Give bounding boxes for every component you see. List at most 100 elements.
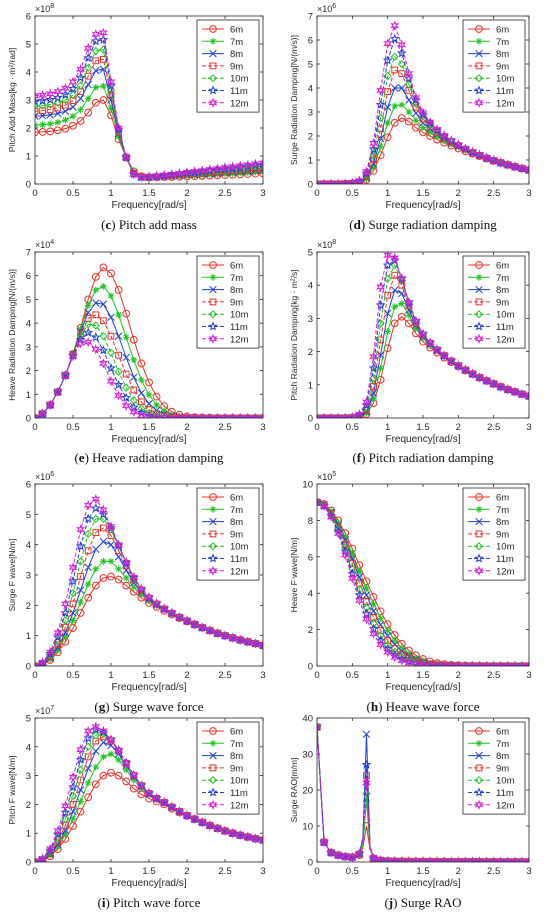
data-point-12m: [114, 745, 124, 756]
data-point-8m: [341, 414, 350, 418]
axes-frame: [316, 483, 530, 667]
legend-marker: [475, 505, 483, 513]
data-point-12m: [144, 787, 154, 799]
data-point-6m: [99, 96, 108, 104]
legend-label: 6m: [230, 261, 243, 272]
legend-label: 12m: [230, 98, 249, 109]
data-point-11m: [382, 643, 393, 653]
data-point-7m: [370, 163, 377, 171]
legend-label: 7m: [496, 505, 509, 516]
panel-i: 0 0.5 1 1.5 2 2.5 3 0 1 2 3 4 5 ×107 Pitch F wave[N/m]…: [7, 705, 266, 910]
legend-label: 11m: [496, 322, 514, 333]
y-tick-label: 4: [308, 589, 313, 600]
data-point-12m: [197, 622, 207, 633]
legend-marker: [209, 273, 217, 281]
data-point-12m: [496, 381, 506, 392]
data-point-11m: [389, 33, 400, 43]
data-point-8m: [320, 180, 328, 184]
data-point-10m: [91, 321, 100, 330]
data-point-12m: [152, 170, 161, 182]
data-point-12m: [60, 83, 70, 94]
data-point-7m: [69, 112, 77, 120]
legend-label: 10m: [496, 310, 515, 321]
data-point-8m: [334, 414, 342, 418]
data-point-12m: [220, 412, 230, 418]
data-point-10m: [122, 383, 131, 392]
data-point-8m: [419, 119, 427, 127]
data-point-12m: [390, 652, 400, 663]
legend-label: 7m: [230, 273, 243, 284]
data-point-12m: [369, 853, 379, 862]
x-tick-label: 2.5: [487, 670, 500, 681]
legend-marker: [209, 493, 217, 501]
data-point-8m: [35, 858, 39, 862]
data-point-7m: [54, 119, 62, 126]
legend-label: 7m: [230, 505, 243, 516]
legend-marker: [209, 739, 217, 747]
data-point-6m: [114, 575, 123, 584]
data-point-12m: [197, 165, 207, 176]
legend-marker: [475, 493, 483, 501]
data-point-12m: [106, 375, 116, 387]
legend-marker: [208, 333, 218, 344]
data-point-10m: [99, 45, 108, 54]
x-tick-label: 1.5: [142, 188, 155, 199]
data-point-8m: [475, 662, 484, 666]
y-tick-label: 6: [26, 480, 31, 491]
data-point-12m: [390, 20, 400, 31]
data-point-12m: [510, 386, 520, 397]
data-point-11m: [382, 260, 393, 270]
x-axis-label: Frequency[rad/s]: [111, 434, 186, 445]
series-12m: [317, 20, 529, 184]
data-point-8m: [504, 662, 512, 666]
data-point-12m: [369, 138, 379, 149]
data-point-8m: [198, 414, 206, 418]
data-point-7m: [384, 328, 392, 336]
legend-label: 11m: [230, 554, 248, 565]
y-tick-label: 5: [26, 714, 31, 725]
legend-marker: [474, 310, 484, 319]
data-point-12m: [205, 412, 215, 418]
y-tick-label: 3: [308, 314, 313, 325]
data-point-12m: [167, 412, 177, 418]
data-point-6m: [53, 126, 62, 135]
x-tick-label: 1: [108, 670, 113, 681]
data-point-9m: [107, 332, 115, 340]
legend-label: 11m: [496, 554, 514, 565]
data-point-7m: [77, 598, 84, 606]
data-point-8m: [84, 308, 92, 317]
data-point-7m: [370, 600, 377, 608]
y-tick-label: 1: [308, 380, 313, 391]
data-point-9m: [84, 547, 92, 555]
data-point-12m: [503, 384, 513, 395]
panel-h: 0 0.5 1 1.5 2 2.5 3 0 2 4 6 8 10 ×105 Heave F wave[N/m…: [289, 471, 532, 714]
data-point-12m: [175, 412, 184, 418]
legend-label: 6m: [496, 493, 509, 504]
data-point-10m: [144, 409, 154, 418]
legend-label: 9m: [496, 529, 509, 540]
data-point-12m: [152, 412, 162, 418]
data-point-6m: [107, 269, 115, 278]
legend-box: [462, 487, 526, 581]
x-tick-label: 2.5: [487, 866, 500, 877]
axes-frame: [34, 251, 264, 419]
data-point-8m: [122, 353, 130, 362]
x-axis-label: Frequency[rad/s]: [111, 878, 186, 889]
data-point-12m: [460, 143, 470, 154]
data-point-12m: [383, 38, 393, 49]
data-point-7m: [426, 129, 434, 136]
series-line-12m: [317, 24, 529, 184]
data-point-10m: [99, 332, 108, 341]
data-point-12m: [53, 825, 63, 836]
y-tick-label: 3: [26, 96, 31, 107]
legend-label: 8m: [496, 49, 509, 60]
data-point-8m: [99, 537, 108, 546]
data-point-7m: [77, 106, 84, 114]
data-point-7m: [130, 356, 138, 364]
y-tick-label: 6: [308, 36, 313, 47]
data-point-12m: [45, 843, 55, 854]
data-point-12m: [503, 159, 513, 170]
